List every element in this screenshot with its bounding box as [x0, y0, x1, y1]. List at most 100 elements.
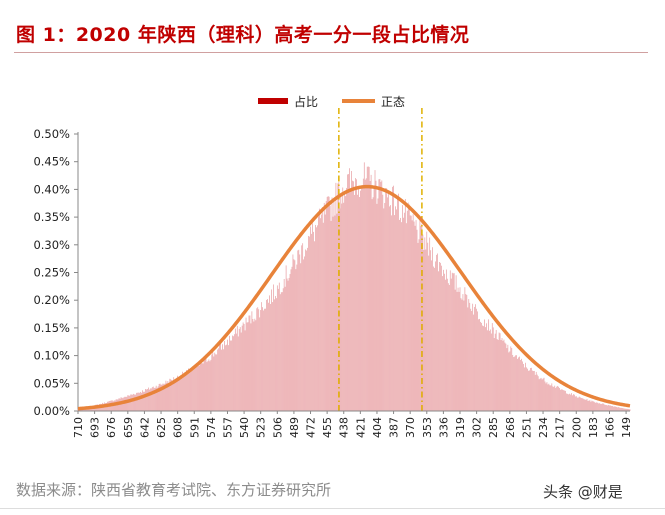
distribution-bar: [119, 398, 121, 411]
distribution-bar: [153, 387, 155, 411]
distribution-bar: [427, 242, 429, 411]
distribution-bar: [577, 397, 579, 411]
distribution-bar: [603, 403, 604, 411]
distribution-bar: [203, 359, 205, 411]
distribution-bar: [146, 389, 147, 411]
distribution-bar: [437, 253, 438, 411]
distribution-bar: [435, 261, 436, 411]
distribution-bar: [183, 375, 184, 411]
distribution-bar: [579, 397, 581, 411]
distribution-bar: [147, 389, 148, 411]
distribution-bar: [412, 214, 414, 411]
distribution-bar: [479, 318, 480, 411]
distribution-bar: [289, 274, 291, 411]
x-tick-label: 217: [554, 417, 567, 438]
distribution-bar: [131, 394, 133, 411]
distribution-bar: [177, 375, 178, 411]
distribution-bar: [602, 403, 603, 411]
distribution-bar: [573, 394, 575, 411]
x-tick-label: 710: [72, 417, 85, 438]
distribution-bar: [387, 197, 389, 411]
distribution-bar: [513, 357, 515, 411]
distribution-bar: [529, 370, 530, 411]
distribution-bar: [304, 256, 306, 411]
distribution-bar: [151, 387, 153, 411]
distribution-bar: [372, 197, 374, 411]
distribution-bar: [274, 299, 275, 411]
distribution-bar: [483, 326, 484, 411]
distribution-bar: [462, 294, 464, 411]
distribution-bar: [161, 384, 163, 411]
distribution-bar: [497, 339, 499, 411]
x-tick-label: 523: [255, 417, 268, 438]
distribution-bar: [320, 214, 322, 411]
distribution-bar: [524, 367, 525, 411]
distribution-bar: [261, 302, 263, 411]
distribution-bar: [464, 287, 466, 411]
distribution-bar: [401, 222, 402, 411]
distribution-bar: [503, 339, 505, 411]
distribution-bar: [442, 276, 443, 411]
distribution-bar: [616, 407, 618, 411]
distribution-bar: [402, 217, 404, 411]
x-tick-label: 319: [454, 417, 467, 438]
distribution-bar: [258, 309, 260, 411]
distribution-bar: [346, 187, 348, 411]
distribution-bar: [592, 401, 594, 411]
distribution-bar: [608, 405, 609, 411]
distribution-bar: [364, 179, 366, 411]
distribution-bar: [597, 402, 599, 411]
distribution-bar: [543, 377, 545, 411]
distribution-bar: [192, 366, 194, 411]
distribution-bar: [124, 396, 126, 411]
distribution-bar: [445, 279, 446, 411]
distribution-bar: [468, 299, 470, 411]
distribution-bar: [210, 359, 212, 411]
distribution-bar: [407, 202, 409, 411]
distribution-bar: [163, 384, 165, 411]
distribution-bar: [198, 365, 200, 411]
distribution-bar: [342, 187, 344, 411]
distribution-bar: [507, 344, 509, 411]
distribution-bar: [368, 166, 370, 411]
distribution-bar: [622, 408, 624, 411]
distribution-bar: [465, 294, 467, 411]
distribution-bar: [204, 357, 206, 411]
distribution-bar: [480, 321, 481, 411]
distribution-bar: [365, 178, 367, 411]
distribution-bar: [338, 182, 340, 411]
distribution-bar: [302, 243, 304, 411]
normal-curve: [77, 184, 631, 411]
distribution-bar: [284, 286, 286, 411]
distribution-bar: [415, 220, 417, 411]
distribution-bar: [299, 254, 301, 411]
x-tick-label: 455: [321, 417, 334, 438]
distribution-bar: [197, 362, 199, 411]
distribution-bar: [194, 364, 196, 411]
distribution-bar: [438, 271, 439, 411]
distribution-bar: [537, 376, 539, 411]
x-tick-label: 693: [89, 417, 102, 438]
distribution-bar: [309, 236, 310, 411]
distribution-bar: [157, 386, 159, 411]
distribution-bar: [554, 385, 556, 411]
distribution-bar: [169, 378, 171, 411]
x-tick-label: 642: [138, 417, 151, 438]
distribution-bar: [396, 209, 397, 411]
distribution-bar: [214, 352, 216, 411]
distribution-bar: [626, 408, 628, 411]
distribution-bar: [502, 340, 504, 411]
x-tick-label: 421: [354, 417, 367, 438]
distribution-bar: [226, 344, 227, 411]
distribution-bar: [336, 213, 338, 411]
y-tick-label: 0.05%: [33, 376, 70, 390]
distribution-bar: [517, 358, 518, 411]
distribution-bar: [363, 162, 365, 411]
distribution-bar: [181, 377, 182, 411]
distribution-bar: [137, 392, 138, 411]
distribution-bar: [518, 357, 519, 411]
distribution-bar: [201, 363, 203, 411]
distribution-bar: [227, 339, 228, 411]
distribution-bar: [319, 218, 321, 411]
distribution-bar: [501, 338, 503, 411]
